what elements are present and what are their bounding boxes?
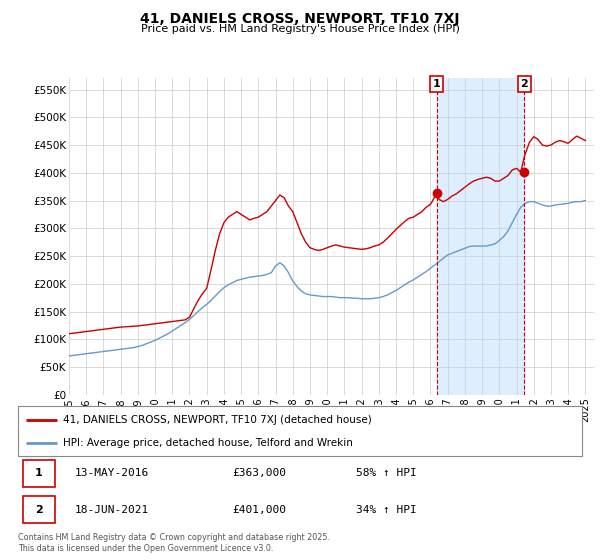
- Text: Price paid vs. HM Land Registry's House Price Index (HPI): Price paid vs. HM Land Registry's House …: [140, 24, 460, 34]
- Text: 13-MAY-2016: 13-MAY-2016: [74, 468, 149, 478]
- Bar: [23, 460, 55, 487]
- Text: 1: 1: [433, 79, 441, 89]
- Text: 41, DANIELS CROSS, NEWPORT, TF10 7XJ: 41, DANIELS CROSS, NEWPORT, TF10 7XJ: [140, 12, 460, 26]
- Text: 1: 1: [35, 468, 43, 478]
- Text: 34% ↑ HPI: 34% ↑ HPI: [356, 505, 417, 515]
- Text: 18-JUN-2021: 18-JUN-2021: [74, 505, 149, 515]
- Text: HPI: Average price, detached house, Telford and Wrekin: HPI: Average price, detached house, Telf…: [63, 438, 353, 448]
- Text: 58% ↑ HPI: 58% ↑ HPI: [356, 468, 417, 478]
- Text: 2: 2: [35, 505, 43, 515]
- Text: 41, DANIELS CROSS, NEWPORT, TF10 7XJ (detached house): 41, DANIELS CROSS, NEWPORT, TF10 7XJ (de…: [63, 414, 372, 424]
- Bar: [437, 78, 524, 395]
- Bar: [23, 496, 55, 523]
- Text: £363,000: £363,000: [232, 468, 286, 478]
- Text: Contains HM Land Registry data © Crown copyright and database right 2025.
This d: Contains HM Land Registry data © Crown c…: [18, 533, 330, 553]
- Text: 2: 2: [521, 79, 529, 89]
- Text: £401,000: £401,000: [232, 505, 286, 515]
